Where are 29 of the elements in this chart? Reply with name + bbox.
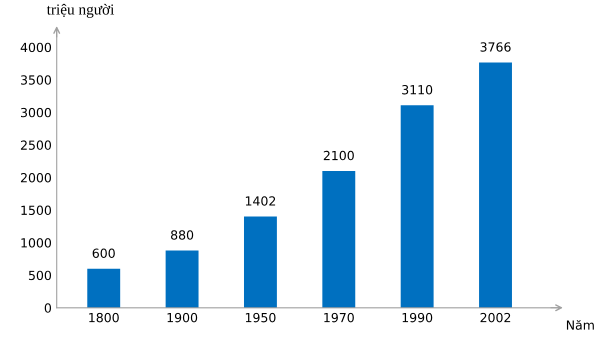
data-label: 880 bbox=[171, 230, 194, 240]
y-tick-label: 3000 bbox=[20, 108, 52, 118]
x-tick-label: 1990 bbox=[402, 312, 432, 322]
bar bbox=[400, 105, 434, 308]
data-label: 1402 bbox=[246, 196, 276, 206]
x-tick-label: 2002 bbox=[480, 312, 510, 322]
x-tick-label: 1900 bbox=[168, 312, 198, 322]
bar bbox=[322, 171, 356, 308]
bar bbox=[244, 216, 277, 308]
y-tick-label: 2000 bbox=[20, 172, 52, 182]
x-tick-label: 1970 bbox=[324, 312, 354, 322]
data-label: 600 bbox=[92, 248, 115, 258]
y-tick-label: 4000 bbox=[20, 42, 52, 52]
data-label: 3110 bbox=[402, 84, 432, 94]
y-tick-label: 0 bbox=[44, 303, 52, 313]
y-tick-label: 3500 bbox=[20, 75, 52, 85]
data-label: 2100 bbox=[324, 150, 354, 160]
y-tick-label: 1000 bbox=[21, 238, 52, 248]
y-tick-label: 1500 bbox=[21, 206, 52, 216]
bar bbox=[166, 250, 199, 308]
bar bbox=[479, 62, 512, 308]
x-tick-label: 1950 bbox=[246, 312, 276, 322]
y-tick-label: 2500 bbox=[20, 140, 52, 150]
data-label: 3766 bbox=[480, 42, 511, 52]
y-tick-label: 500 bbox=[28, 270, 52, 280]
bar bbox=[87, 268, 120, 308]
x-axis-title: Năm bbox=[566, 320, 594, 330]
x-tick-label: 1800 bbox=[89, 312, 119, 322]
y-axis-title: triệu người bbox=[46, 4, 114, 18]
